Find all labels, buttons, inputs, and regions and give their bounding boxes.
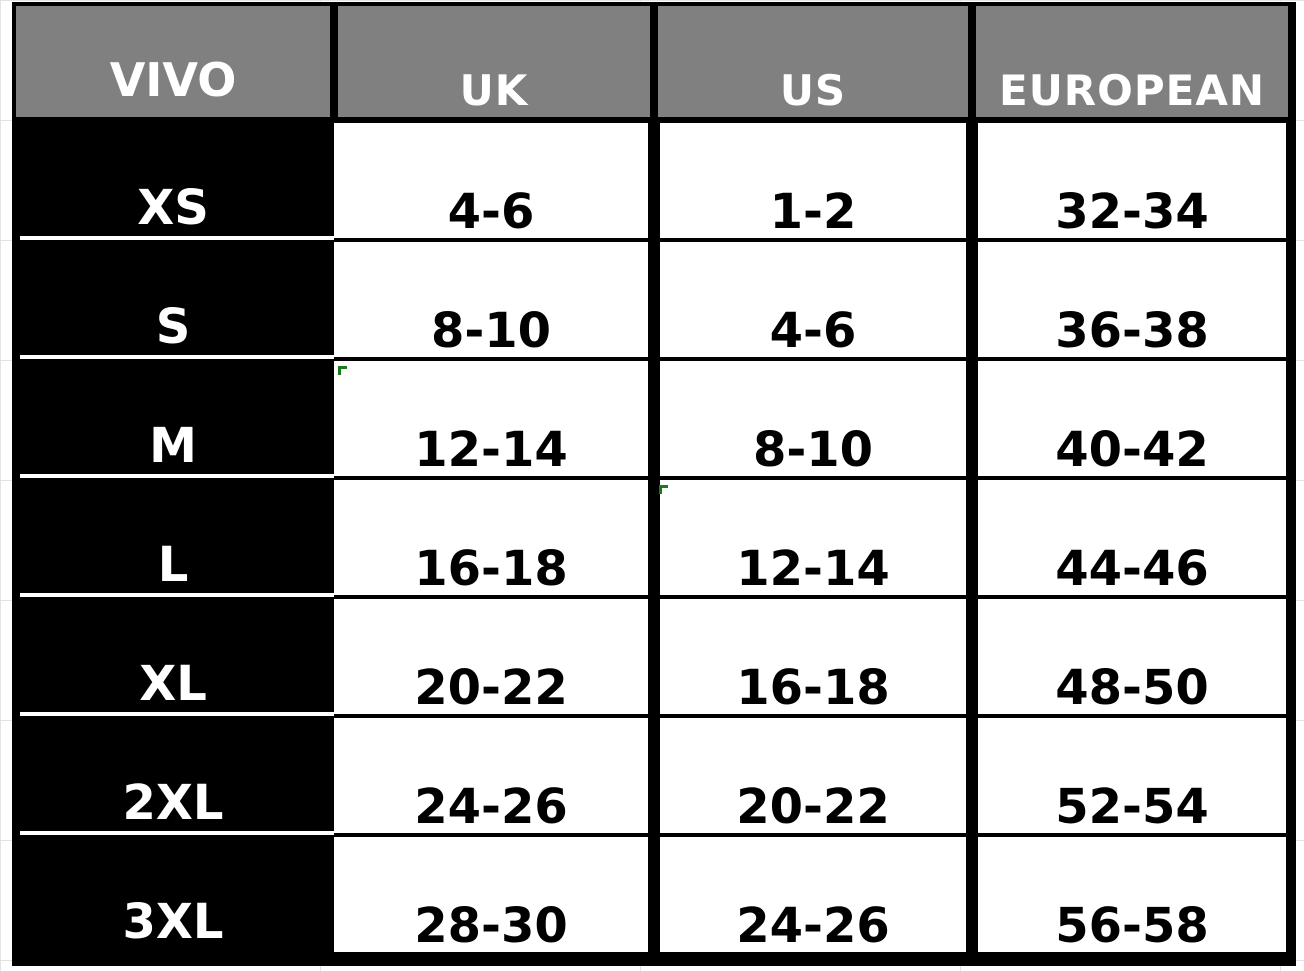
uk-size-cell: 28-30 xyxy=(334,835,654,954)
eu-size-value: 32-34 xyxy=(1055,184,1209,240)
header-us: US xyxy=(654,2,972,121)
size-label: 3XL xyxy=(12,835,334,954)
us-size-cell: 8-10 xyxy=(654,359,972,478)
uk-size-value: 20-22 xyxy=(414,660,568,716)
eu-size-cell: 44-46 xyxy=(972,478,1292,597)
eu-size-value: 40-42 xyxy=(1055,422,1209,478)
uk-size-value: 8-10 xyxy=(430,303,552,359)
size-label: L xyxy=(12,478,334,597)
eu-size-value: 52-54 xyxy=(1055,779,1209,835)
cell-comment-indicator-icon xyxy=(659,485,668,494)
us-size-cell: 4-6 xyxy=(654,240,972,359)
us-size-value: 24-26 xyxy=(736,898,890,954)
eu-size-value: 44-46 xyxy=(1055,541,1209,597)
uk-size-value: 28-30 xyxy=(414,898,568,954)
size-label: S xyxy=(12,240,334,359)
uk-size-cell: 16-18 xyxy=(334,478,654,597)
us-size-value: 20-22 xyxy=(736,779,890,835)
eu-size-cell: 56-58 xyxy=(972,835,1292,954)
us-size-cell: 24-26 xyxy=(654,835,972,954)
us-size-cell: 20-22 xyxy=(654,716,972,835)
size-label: M xyxy=(12,359,334,478)
header-vivo: VIVO xyxy=(12,2,334,121)
uk-size-value: 12-14 xyxy=(414,422,568,478)
eu-size-cell: 52-54 xyxy=(972,716,1292,835)
us-size-value: 12-14 xyxy=(736,541,890,597)
size-label: XL xyxy=(12,597,334,716)
header-uk: UK xyxy=(334,2,654,121)
size-label: 2XL xyxy=(12,716,334,835)
eu-size-value: 56-58 xyxy=(1055,898,1209,954)
eu-size-value: 36-38 xyxy=(1055,303,1209,359)
size-label: XS xyxy=(12,121,334,240)
us-size-cell: 1-2 xyxy=(654,121,972,240)
us-size-cell: 16-18 xyxy=(654,597,972,716)
eu-size-value: 48-50 xyxy=(1055,660,1209,716)
eu-size-cell: 32-34 xyxy=(972,121,1292,240)
uk-size-cell: 20-22 xyxy=(334,597,654,716)
uk-size-cell: 8-10 xyxy=(334,240,654,359)
eu-size-cell: 48-50 xyxy=(972,597,1292,716)
cell-comment-indicator-icon xyxy=(338,366,347,375)
us-size-cell: 12-14 xyxy=(654,478,972,597)
uk-size-cell: 12-14 xyxy=(334,359,654,478)
us-size-value: 8-10 xyxy=(752,422,874,478)
us-size-value: 1-2 xyxy=(769,184,857,240)
us-size-value: 16-18 xyxy=(736,660,890,716)
eu-size-cell: 36-38 xyxy=(972,240,1292,359)
header-european: EUROPEAN xyxy=(972,2,1292,121)
us-size-value: 4-6 xyxy=(769,303,857,359)
uk-size-value: 4-6 xyxy=(447,184,535,240)
uk-size-value: 16-18 xyxy=(414,541,568,597)
eu-size-cell: 40-42 xyxy=(972,359,1292,478)
uk-size-cell: 24-26 xyxy=(334,716,654,835)
uk-size-cell: 4-6 xyxy=(334,121,654,240)
size-conversion-table: VIVO UK US EUROPEAN XS 4-6 1-2 32-34 S 8… xyxy=(12,2,1296,966)
uk-size-value: 24-26 xyxy=(414,779,568,835)
